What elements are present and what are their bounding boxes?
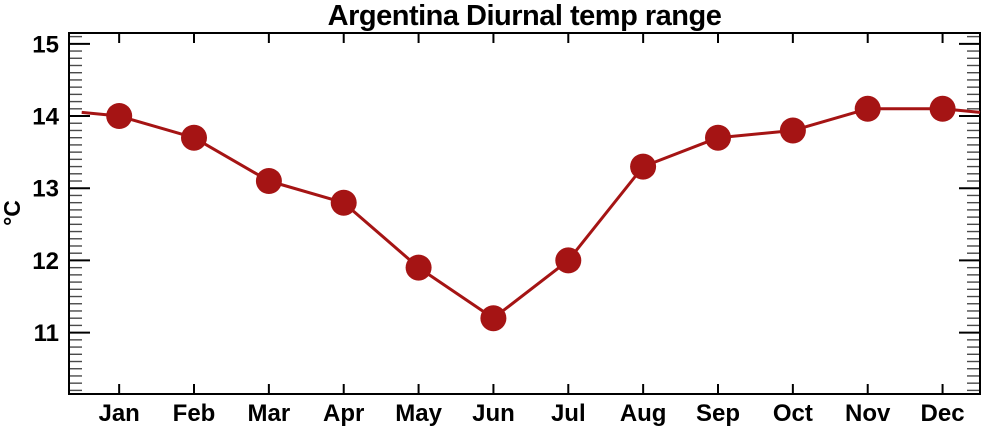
month-label-apr: Apr xyxy=(323,400,364,427)
month-label-jan: Jan xyxy=(98,400,139,427)
plot-frame xyxy=(68,32,981,395)
data-point-oct xyxy=(779,117,806,144)
chart-title: Argentina Diurnal temp range xyxy=(327,0,722,32)
month-label-nov: Nov xyxy=(845,400,891,427)
y-tick-label-15: 15 xyxy=(32,31,59,58)
month-label-aug: Aug xyxy=(620,400,667,427)
month-label-may: May xyxy=(395,400,442,427)
month-label-mar: Mar xyxy=(248,400,291,427)
data-point-aug xyxy=(630,153,657,180)
data-point-apr xyxy=(330,189,357,216)
data-point-jul xyxy=(555,247,582,274)
month-label-jul: Jul xyxy=(551,400,586,427)
y-tick-label-13: 13 xyxy=(32,176,59,203)
data-point-may xyxy=(405,254,432,281)
y-tick-label-11: 11 xyxy=(34,320,59,347)
data-point-nov xyxy=(854,95,881,122)
data-point-jun xyxy=(480,305,507,332)
month-label-dec: Dec xyxy=(921,400,965,427)
data-point-jan xyxy=(106,103,133,129)
month-label-oct: Oct xyxy=(773,400,813,427)
month-label-feb: Feb xyxy=(173,400,216,427)
data-point-dec xyxy=(929,95,956,122)
temperature-line xyxy=(81,107,981,320)
data-point-sep xyxy=(705,124,731,151)
data-point-feb xyxy=(181,124,207,151)
y-tick-label-14: 14 xyxy=(32,104,59,131)
month-label-sep: Sep xyxy=(696,400,740,427)
data-point-mar xyxy=(255,168,282,194)
month-label-jun: Jun xyxy=(472,400,515,427)
y-tick-label-12: 12 xyxy=(32,248,59,275)
